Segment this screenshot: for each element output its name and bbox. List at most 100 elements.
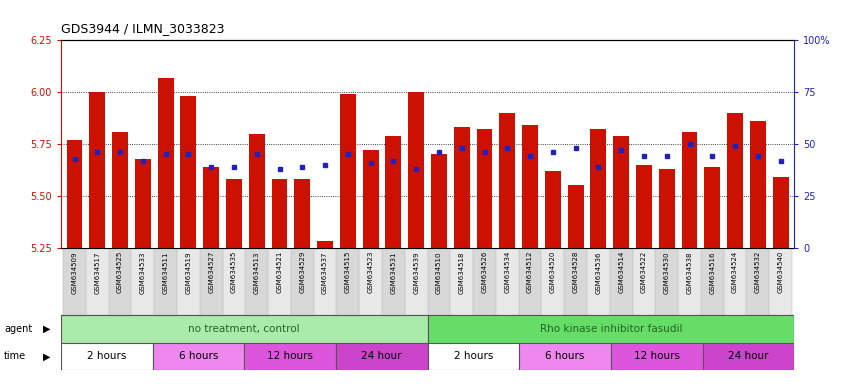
Text: GSM634521: GSM634521: [276, 251, 282, 293]
Bar: [722, 248, 745, 315]
Bar: [313, 248, 336, 315]
Bar: [476, 129, 492, 248]
Text: time: time: [4, 351, 26, 361]
Text: 2 hours: 2 hours: [453, 351, 493, 361]
Bar: [590, 129, 606, 248]
Bar: [225, 179, 241, 248]
Bar: [359, 248, 381, 315]
Text: GSM634525: GSM634525: [117, 251, 123, 293]
Bar: [135, 159, 150, 248]
Bar: [704, 167, 719, 248]
Bar: [245, 248, 268, 315]
Bar: [408, 92, 424, 248]
Bar: [385, 136, 401, 248]
Text: GSM634513: GSM634513: [253, 251, 259, 293]
Bar: [430, 154, 446, 248]
Text: GSM634527: GSM634527: [208, 251, 214, 293]
Text: 24 hour: 24 hour: [728, 351, 768, 361]
Bar: [658, 169, 674, 248]
Text: 2 hours: 2 hours: [87, 351, 127, 361]
Text: GSM634515: GSM634515: [344, 251, 350, 293]
Bar: [564, 248, 587, 315]
Bar: [362, 150, 378, 248]
Text: GSM634510: GSM634510: [436, 251, 441, 293]
Bar: [745, 248, 768, 315]
Bar: [176, 248, 199, 315]
Bar: [89, 92, 106, 248]
Text: GSM634512: GSM634512: [527, 251, 533, 293]
Bar: [153, 343, 244, 370]
Bar: [244, 343, 336, 370]
Bar: [450, 248, 473, 315]
Bar: [271, 179, 287, 248]
Bar: [636, 165, 652, 248]
Text: GSM634520: GSM634520: [549, 251, 555, 293]
Bar: [112, 132, 128, 248]
Text: GSM634528: GSM634528: [572, 251, 578, 293]
Text: 12 hours: 12 hours: [267, 351, 312, 361]
Bar: [381, 248, 404, 315]
Bar: [567, 185, 583, 248]
Text: 6 hours: 6 hours: [544, 351, 584, 361]
Bar: [613, 136, 629, 248]
Bar: [518, 248, 541, 315]
Text: GSM634509: GSM634509: [72, 251, 78, 293]
Text: GSM634519: GSM634519: [185, 251, 192, 293]
Text: GSM634511: GSM634511: [162, 251, 169, 293]
Text: GSM634517: GSM634517: [95, 251, 100, 293]
Bar: [681, 132, 696, 248]
Bar: [609, 248, 632, 315]
Text: 6 hours: 6 hours: [178, 351, 218, 361]
Bar: [86, 248, 109, 315]
Text: ▶: ▶: [43, 324, 51, 334]
Bar: [726, 113, 742, 248]
Bar: [768, 248, 791, 315]
Bar: [158, 78, 173, 248]
Bar: [427, 343, 518, 370]
Text: GSM634539: GSM634539: [413, 251, 419, 293]
Bar: [203, 167, 219, 248]
Text: GSM634534: GSM634534: [504, 251, 510, 293]
Text: GSM634516: GSM634516: [708, 251, 715, 293]
Text: GSM634518: GSM634518: [458, 251, 464, 293]
Bar: [294, 179, 310, 248]
Bar: [61, 315, 427, 343]
Text: 12 hours: 12 hours: [633, 351, 679, 361]
Bar: [199, 248, 222, 315]
Bar: [499, 113, 515, 248]
Bar: [132, 248, 154, 315]
Text: ▶: ▶: [43, 351, 51, 361]
Bar: [109, 248, 132, 315]
Text: GSM634540: GSM634540: [776, 251, 782, 293]
Text: GSM634524: GSM634524: [731, 251, 737, 293]
Bar: [544, 171, 560, 248]
Text: GSM634526: GSM634526: [481, 251, 487, 293]
Text: GSM634538: GSM634538: [685, 251, 692, 293]
Text: agent: agent: [4, 324, 32, 334]
Text: 24 hour: 24 hour: [361, 351, 402, 361]
Bar: [222, 248, 245, 315]
Bar: [587, 248, 609, 315]
Bar: [518, 343, 610, 370]
Bar: [473, 248, 495, 315]
Bar: [655, 248, 678, 315]
Text: GSM634523: GSM634523: [367, 251, 373, 293]
Text: GDS3944 / ILMN_3033823: GDS3944 / ILMN_3033823: [61, 22, 224, 35]
Bar: [268, 248, 290, 315]
Bar: [339, 94, 355, 248]
Text: GSM634530: GSM634530: [663, 251, 669, 293]
Bar: [290, 248, 313, 315]
Bar: [610, 343, 702, 370]
Text: GSM634529: GSM634529: [299, 251, 305, 293]
Text: GSM634514: GSM634514: [618, 251, 624, 293]
Text: GSM634535: GSM634535: [230, 251, 236, 293]
Bar: [154, 248, 176, 315]
Bar: [541, 248, 564, 315]
Bar: [316, 242, 333, 248]
Bar: [67, 140, 83, 248]
Bar: [522, 125, 538, 248]
Text: GSM634522: GSM634522: [641, 251, 647, 293]
Bar: [632, 248, 655, 315]
Bar: [427, 248, 450, 315]
Text: GSM634537: GSM634537: [322, 251, 327, 293]
